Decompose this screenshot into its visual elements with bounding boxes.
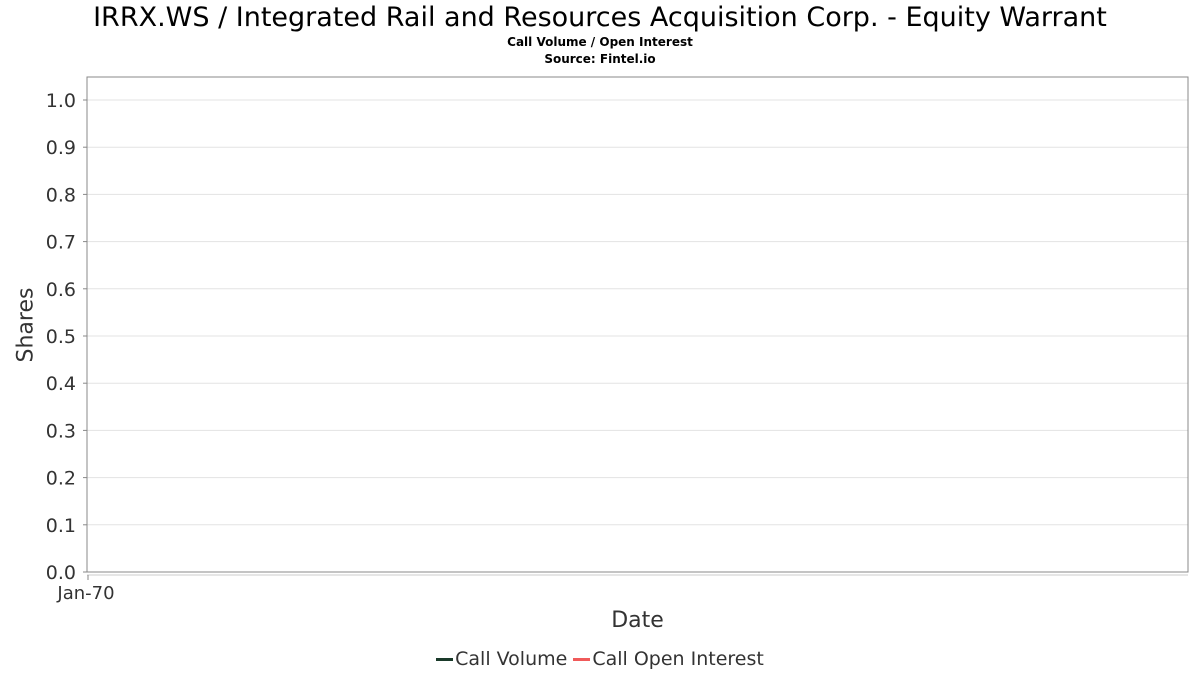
- y-tick-label: 0.7: [46, 232, 76, 254]
- y-tick-label: 0.4: [46, 373, 76, 395]
- y-tick-label: 0.1: [46, 515, 76, 537]
- y-tick-label: 0.9: [46, 137, 76, 159]
- y-axis-ticks: 0.0 0.1 0.2 0.3 0.4 0.5 0.6 0.7 0.8 0.9 1.0: [46, 90, 87, 584]
- gridlines: [87, 99, 1188, 526]
- y-tick-label: 0.6: [46, 279, 76, 301]
- y-tick-label: 1.0: [46, 90, 76, 112]
- y-tick-label: 0.8: [46, 184, 76, 206]
- chart-subtitle: Call Volume / Open Interest: [507, 35, 693, 49]
- legend: Call Volume Call Open Interest: [0, 648, 1200, 670]
- x-tick-label: Jan-70: [56, 583, 114, 604]
- x-axis-ticks: Jan-70: [56, 575, 115, 604]
- y-tick-label: 0.5: [46, 326, 76, 348]
- legend-label-call-volume: Call Volume: [455, 648, 568, 670]
- plot-frame: [86, 76, 1189, 573]
- legend-swatch-call-volume: [436, 657, 454, 661]
- legend-item-call-open-interest[interactable]: Call Open Interest: [573, 648, 764, 670]
- legend-swatch-call-open-interest: [573, 657, 591, 661]
- y-tick-label: 0.0: [46, 562, 76, 584]
- chart-title: IRRX.WS / Integrated Rail and Resources …: [93, 2, 1107, 33]
- y-axis-label: Shares: [13, 287, 39, 363]
- legend-label-call-open-interest: Call Open Interest: [592, 648, 764, 670]
- y-tick-label: 0.3: [46, 420, 76, 442]
- x-axis-label: Date: [611, 608, 664, 633]
- chart-source: Source: Fintel.io: [544, 52, 656, 66]
- y-tick-label: 0.2: [46, 468, 76, 490]
- legend-item-call-volume[interactable]: Call Volume: [436, 648, 567, 670]
